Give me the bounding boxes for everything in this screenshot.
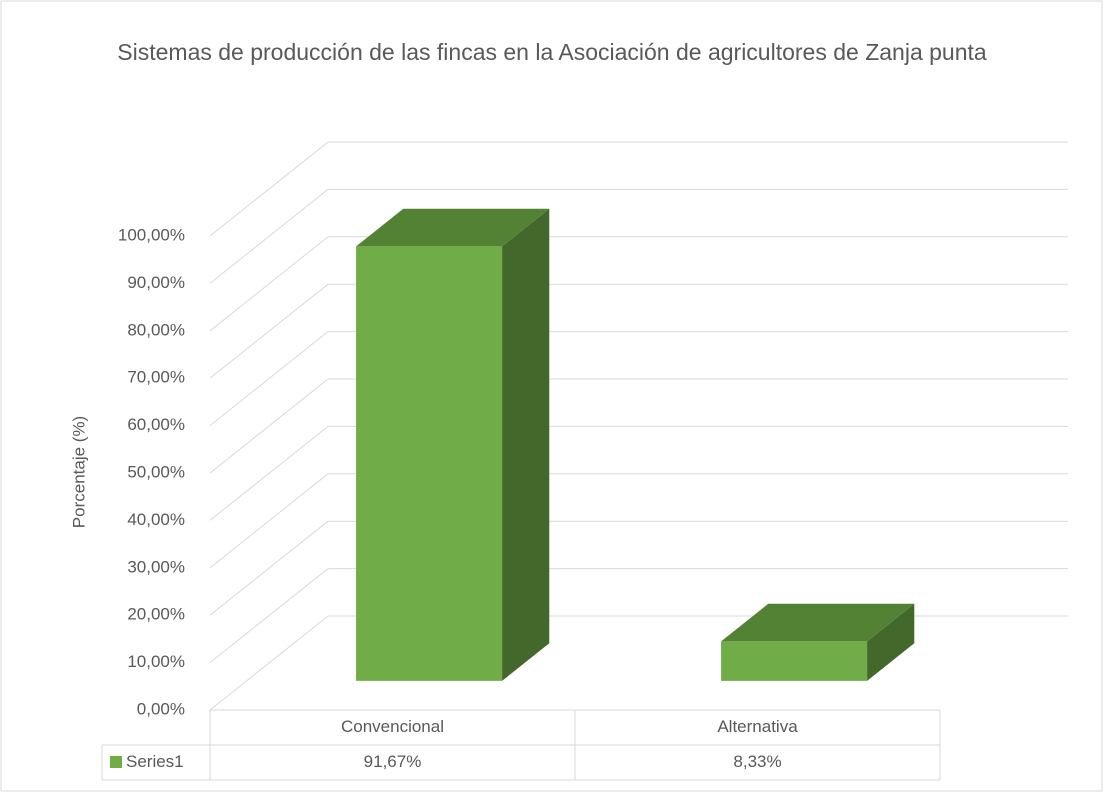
y-tick-label: 40,00% — [127, 510, 185, 529]
bar-side — [867, 603, 915, 681]
table-value: 91,67% — [364, 752, 422, 771]
bar-top — [356, 208, 550, 247]
grid-line-side — [209, 473, 329, 569]
y-tick-label: 0,00% — [137, 699, 185, 718]
grid-line-side — [209, 615, 329, 711]
grid-line-side — [209, 378, 329, 474]
y-tick-label: 70,00% — [127, 368, 185, 387]
y-tick-label: 50,00% — [127, 462, 185, 481]
y-tick-label: 10,00% — [127, 652, 185, 671]
y-tick-label: 30,00% — [127, 557, 185, 576]
bar-side — [502, 208, 550, 681]
legend-swatch — [110, 756, 122, 768]
chart-title: Sistemas de producción de las fincas en … — [117, 39, 987, 65]
x-tick-label: Alternativa — [717, 717, 798, 736]
grid-line-side — [209, 283, 329, 379]
y-tick-label: 60,00% — [127, 415, 185, 434]
y-tick-label: 100,00% — [118, 225, 185, 244]
grid-line-side — [209, 189, 329, 284]
legend-label: Series1 — [126, 752, 184, 771]
table-value: 8,33% — [733, 752, 781, 771]
bar — [721, 641, 868, 681]
grid-line-side — [209, 236, 329, 332]
bar-top — [721, 603, 915, 642]
y-tick-label: 80,00% — [127, 320, 185, 339]
grid-line-side — [209, 141, 329, 237]
y-axis-label: Porcentaje (%) — [69, 416, 88, 528]
y-tick-label: 20,00% — [127, 605, 185, 624]
bar — [356, 246, 503, 681]
grid-line-side — [209, 520, 329, 616]
grid-line-side — [209, 568, 329, 663]
y-tick-label: 90,00% — [127, 273, 185, 292]
grid-line-side — [209, 426, 329, 521]
x-tick-label: Convencional — [341, 717, 444, 736]
grid-line-side — [209, 331, 329, 426]
